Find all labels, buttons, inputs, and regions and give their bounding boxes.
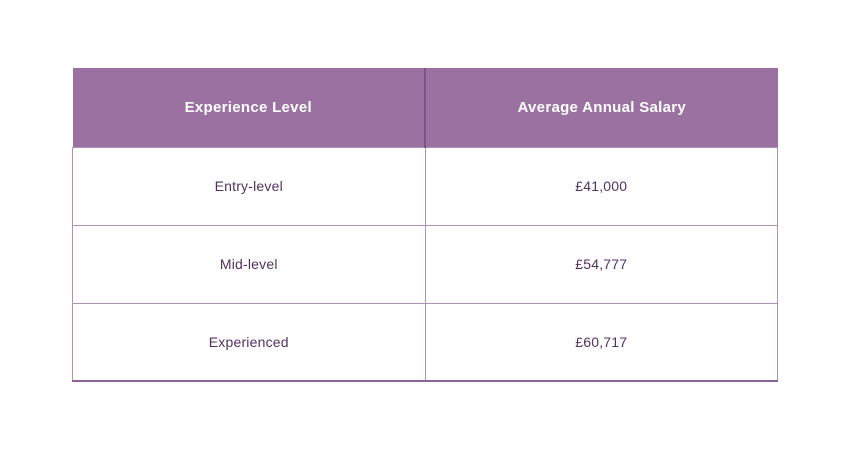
header-cell-experience-level: Experience Level [72, 68, 426, 147]
header-row: Experience Level Average Annual Salary [72, 68, 778, 147]
table-row: Mid-level £54,777 [72, 224, 778, 304]
cell-experience-level: Entry-level [72, 146, 426, 226]
table-body: Entry-level £41,000 Mid-level £54,777 Experi… [72, 146, 778, 382]
salary-table: Experience Level Average Annual Salary E… [72, 68, 778, 382]
cell-salary: £60,717 [424, 302, 778, 382]
cell-salary: £41,000 [424, 146, 778, 226]
table-row: Experienced £60,717 [72, 302, 778, 382]
cell-salary: £54,777 [424, 224, 778, 304]
table-row: Entry-level £41,000 [72, 146, 778, 226]
cell-experience-level: Experienced [72, 302, 426, 382]
table-header: Experience Level Average Annual Salary [72, 68, 778, 147]
cell-experience-level: Mid-level [72, 224, 426, 304]
header-cell-average-annual-salary: Average Annual Salary [425, 68, 778, 147]
